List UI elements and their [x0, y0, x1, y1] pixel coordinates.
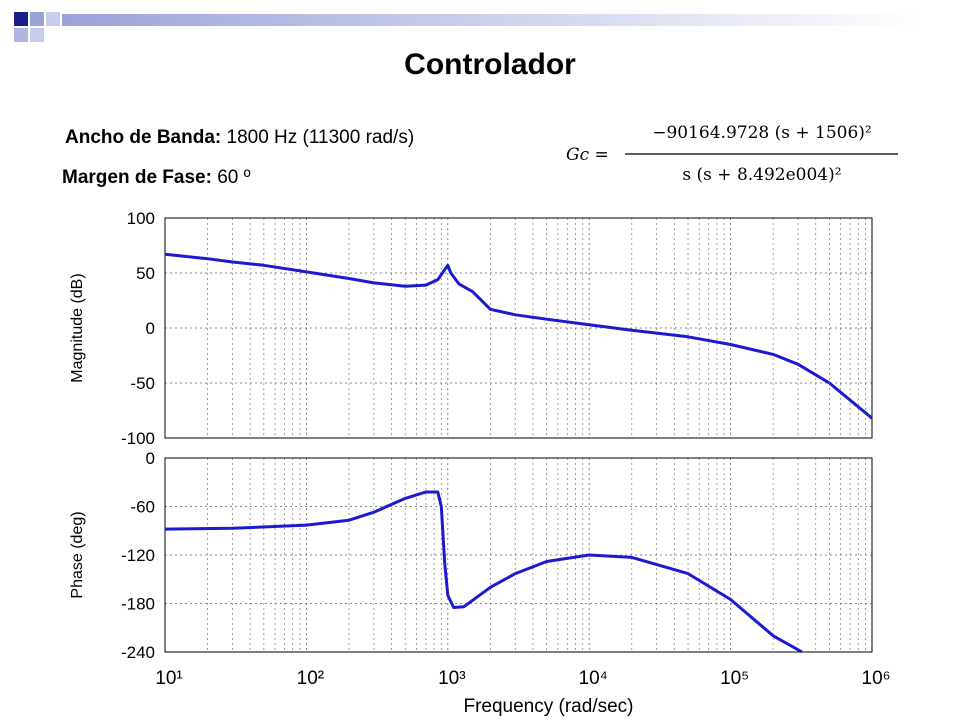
y-tick-label: 0: [146, 319, 155, 338]
plot-area: [165, 218, 872, 438]
y-tick-label: -100: [121, 429, 155, 448]
y-tick-label: -120: [121, 546, 155, 565]
equation-numerator: −90164.9728 (s + 1506)²: [652, 123, 872, 143]
x-tick-label: 10³: [438, 668, 465, 689]
deco-square: [14, 12, 28, 26]
x-axis-label: Frequency (rad/sec): [463, 696, 633, 717]
data-line: [164, 252, 873, 420]
plot-frame: [164, 217, 873, 439]
slide-title: Controlador: [404, 48, 576, 81]
y-tick-label: 50: [136, 264, 155, 283]
note: Ancho de Banda: 1800 Hz (11300 rad/s): [65, 127, 414, 148]
x-tick-label: 10²: [297, 668, 324, 689]
y-tick-label: 0: [146, 449, 155, 468]
note-text: 1800 Hz (11300 rad/s): [227, 127, 415, 148]
y-tick-label: -60: [130, 498, 155, 517]
equation-denominator: s (s + 8.492e004)²: [682, 165, 841, 185]
deco-square: [46, 12, 60, 26]
y-tick-label: -50: [130, 374, 155, 393]
y-axis-label: Magnitude (dB): [69, 273, 86, 382]
y-axis-label: Phase (deg): [69, 511, 86, 598]
deco-square: [30, 28, 44, 42]
note: Margen de Fase: 60 º: [62, 167, 251, 188]
x-tick-label: 10⁶: [862, 668, 891, 689]
y-tick-label: -240: [121, 643, 155, 662]
deco-square: [14, 28, 28, 42]
note-text: 60 º: [217, 167, 250, 188]
x-tick-label: 10¹: [155, 668, 182, 689]
note-label: Ancho de Banda:: [65, 127, 221, 148]
y-tick-label: 100: [127, 209, 155, 228]
note-label: Margen de Fase:: [62, 167, 212, 188]
deco-square: [30, 12, 44, 26]
equation-lhs: Gc =: [566, 145, 609, 165]
plot-frame: [164, 457, 873, 653]
data-line: [164, 490, 803, 654]
deco-bar: [62, 14, 922, 26]
x-tick-label: 10⁵: [720, 668, 749, 689]
x-tick-label: 10⁴: [579, 668, 608, 689]
y-tick-label: -180: [121, 595, 155, 614]
